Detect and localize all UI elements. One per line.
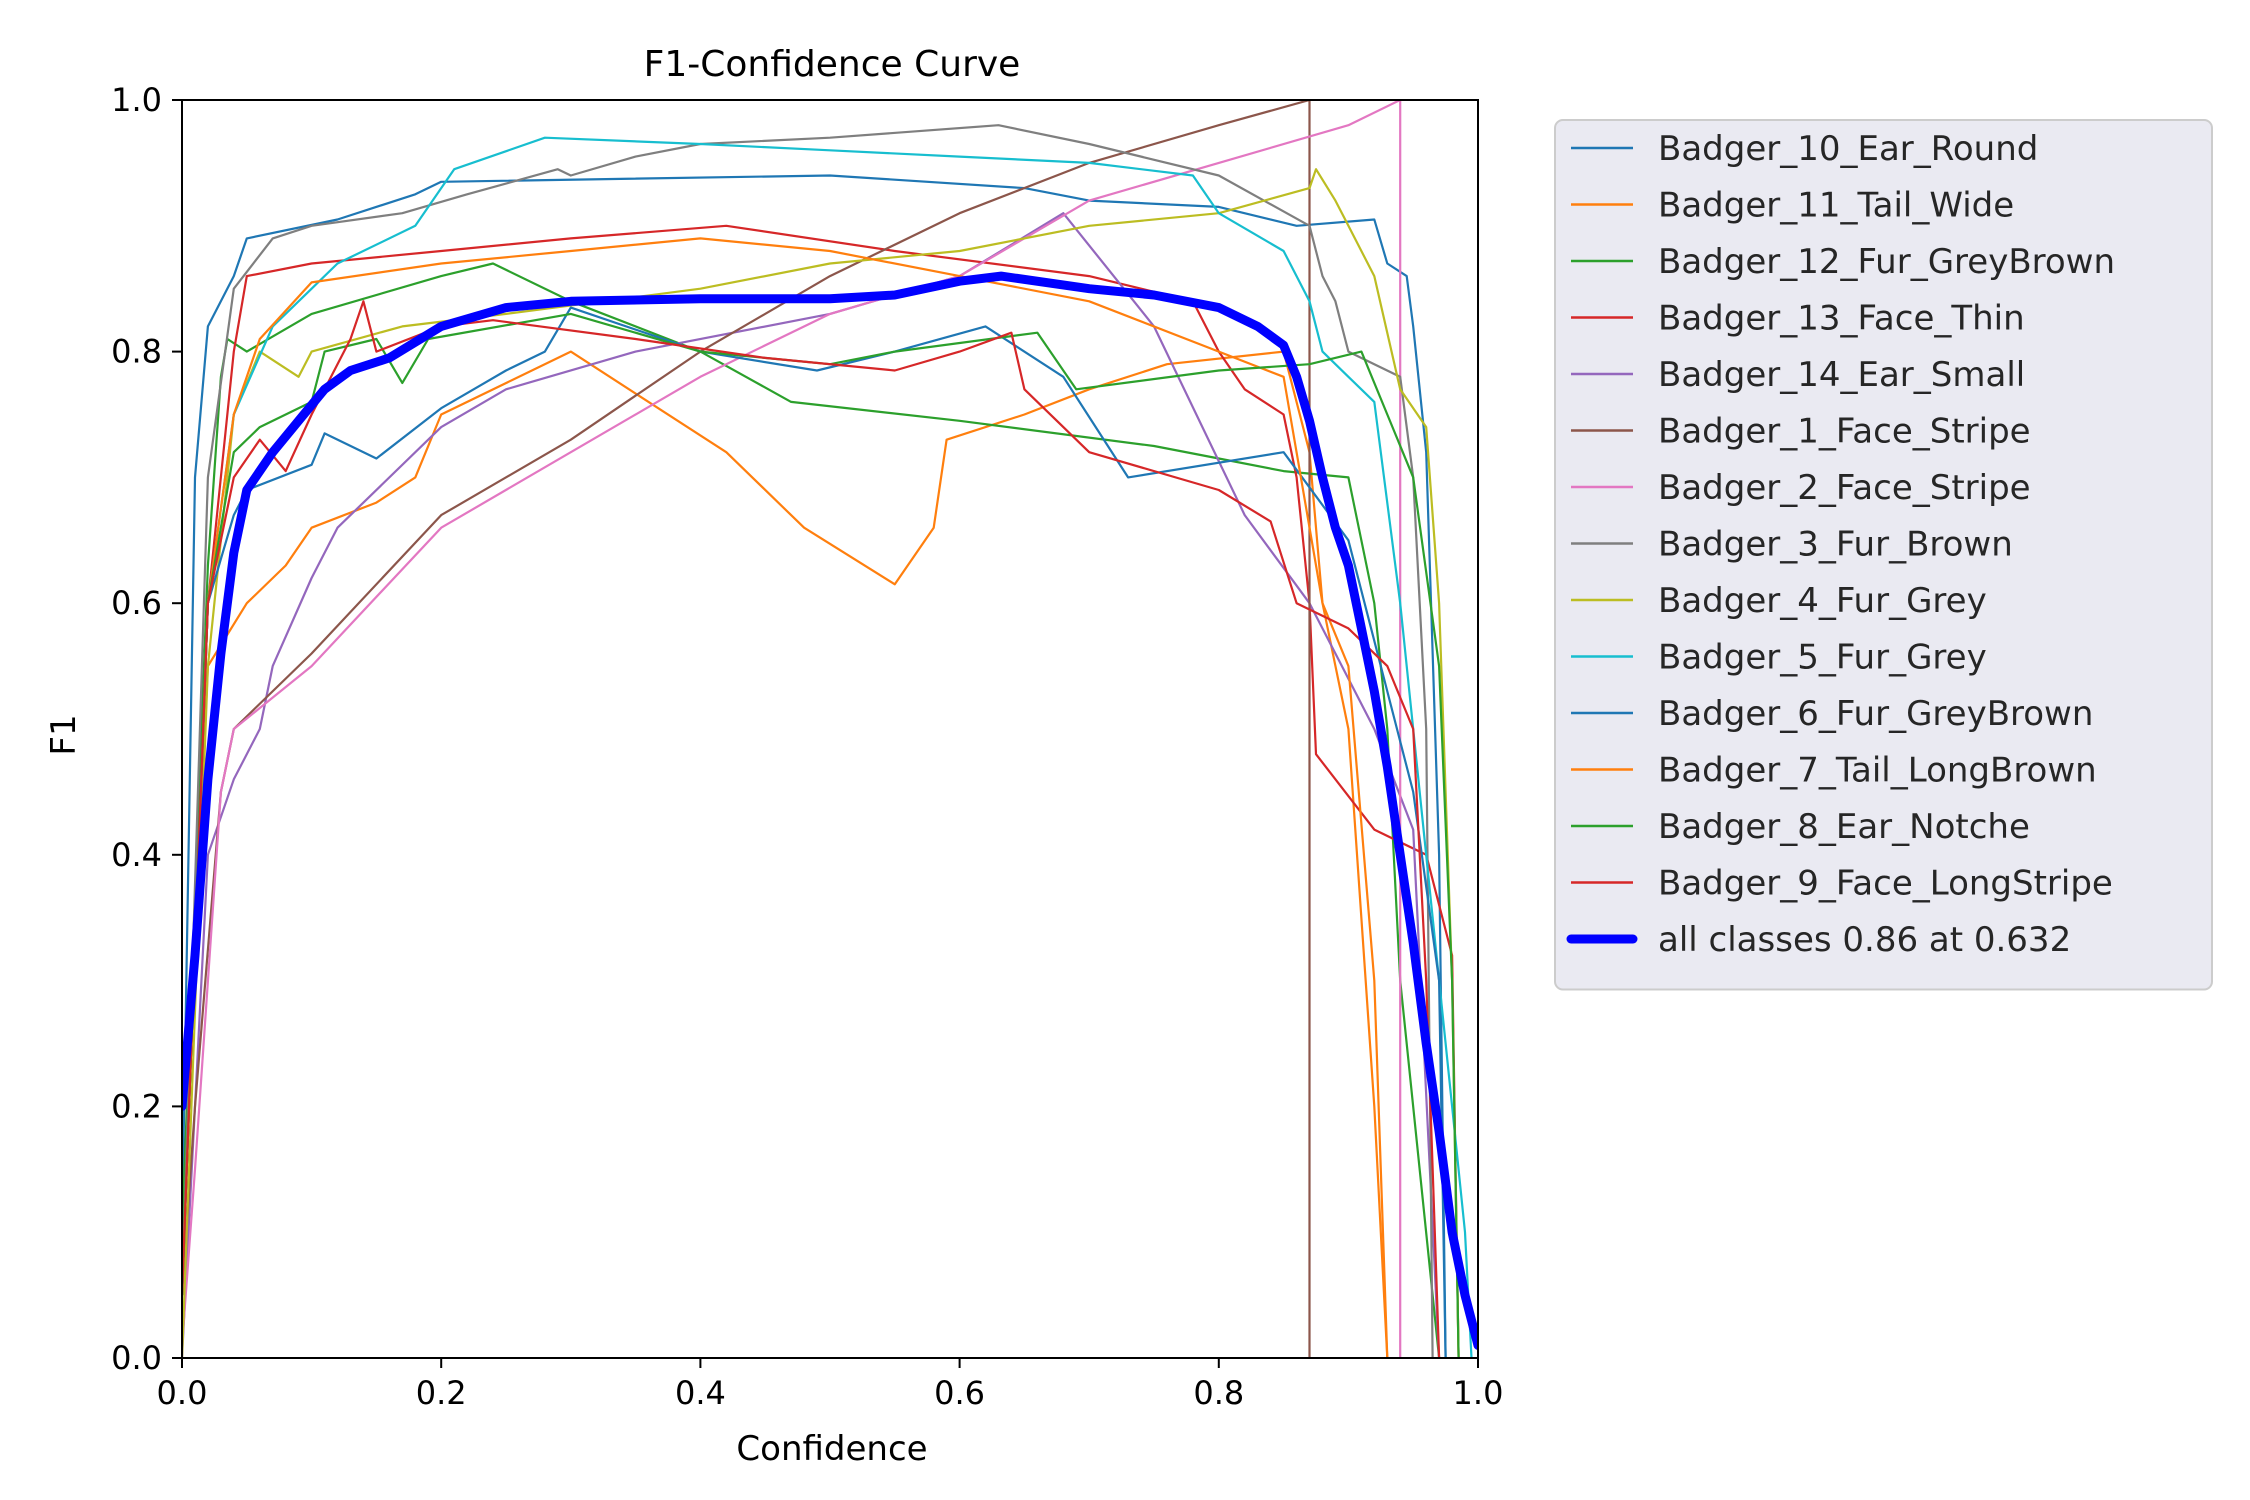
series-line-0 (182, 174, 1447, 1358)
legend-label: Badger_8_Ear_Notche (1658, 807, 2030, 847)
legend-label: all classes 0.86 at 0.632 (1658, 920, 2071, 960)
x-tick-label: 0.6 (934, 1374, 985, 1412)
axes-frame (181, 99, 1479, 1359)
legend-label: Badger_12_Fur_GreyBrown (1658, 242, 2115, 282)
x-tick-label: 0.2 (416, 1374, 467, 1412)
x-tick-label: 0.8 (1193, 1374, 1244, 1412)
legend-label: Badger_2_Face_Stripe (1658, 468, 2031, 508)
legend-label: Badger_5_Fur_Grey (1658, 638, 1987, 678)
plot-area: 0.0 0.2 0.4 0.6 0.8 1.0 0.0 0.2 0.4 0.6 0.8 1.0 (111, 81, 1503, 1412)
y-tick-label: 1.0 (111, 81, 162, 119)
legend-label: Badger_13_Face_Thin (1658, 299, 2025, 339)
legend-label: Badger_7_Tail_LongBrown (1658, 751, 2097, 791)
series-line-7 (182, 124, 1434, 1358)
series-line-9 (182, 136, 1473, 1358)
series-line-13 (182, 300, 1441, 1358)
legend-label: Badger_3_Fur_Brown (1658, 525, 2013, 565)
legend: Badger_10_Ear_Round Badger_11_Tail_Wide Ba… (1554, 119, 2213, 991)
series-line-8 (182, 168, 1460, 1358)
series-line-12 (182, 312, 1460, 1358)
series-lines (182, 100, 1478, 1358)
y-tick-label: 0.8 (111, 333, 162, 371)
y-tick-label: 0.4 (111, 836, 162, 874)
legend-label: Badger_1_Face_Stripe (1658, 412, 2031, 452)
legend-label: Badger_6_Fur_GreyBrown (1658, 694, 2093, 734)
series-line-6 (182, 100, 1402, 1358)
series-line-2 (182, 262, 1441, 1358)
legend-label: Badger_10_Ear_Round (1658, 129, 2038, 169)
series-line-14 (182, 271, 1478, 1350)
y-tick-label: 0.6 (111, 584, 162, 622)
series-line-3 (182, 224, 1460, 1358)
y-tick-label: 0.2 (111, 1087, 162, 1125)
legend-label: Badger_4_Fur_Grey (1658, 581, 1987, 621)
legend-box (1554, 119, 2213, 991)
y-tick-label: 0.0 (111, 1339, 162, 1377)
legend-label: Badger_11_Tail_Wide (1658, 186, 2014, 226)
x-tick-label: 0.0 (157, 1374, 208, 1412)
y-axis-label: F1 (44, 714, 84, 755)
x-axis-label: Confidence (736, 1429, 927, 1469)
legend-label: Badger_14_Ear_Small (1658, 355, 2025, 395)
legend-label: Badger_9_Face_LongStripe (1658, 864, 2113, 904)
series-line-10 (182, 306, 1447, 1358)
chart-title: F1-Confidence Curve (644, 44, 1021, 85)
x-tick-label: 0.4 (675, 1374, 726, 1412)
x-tick-label: 1.0 (1453, 1374, 1504, 1412)
series-line-11 (182, 237, 1389, 1358)
series-line-4 (182, 212, 1441, 1358)
series-line-1 (182, 350, 1389, 1358)
